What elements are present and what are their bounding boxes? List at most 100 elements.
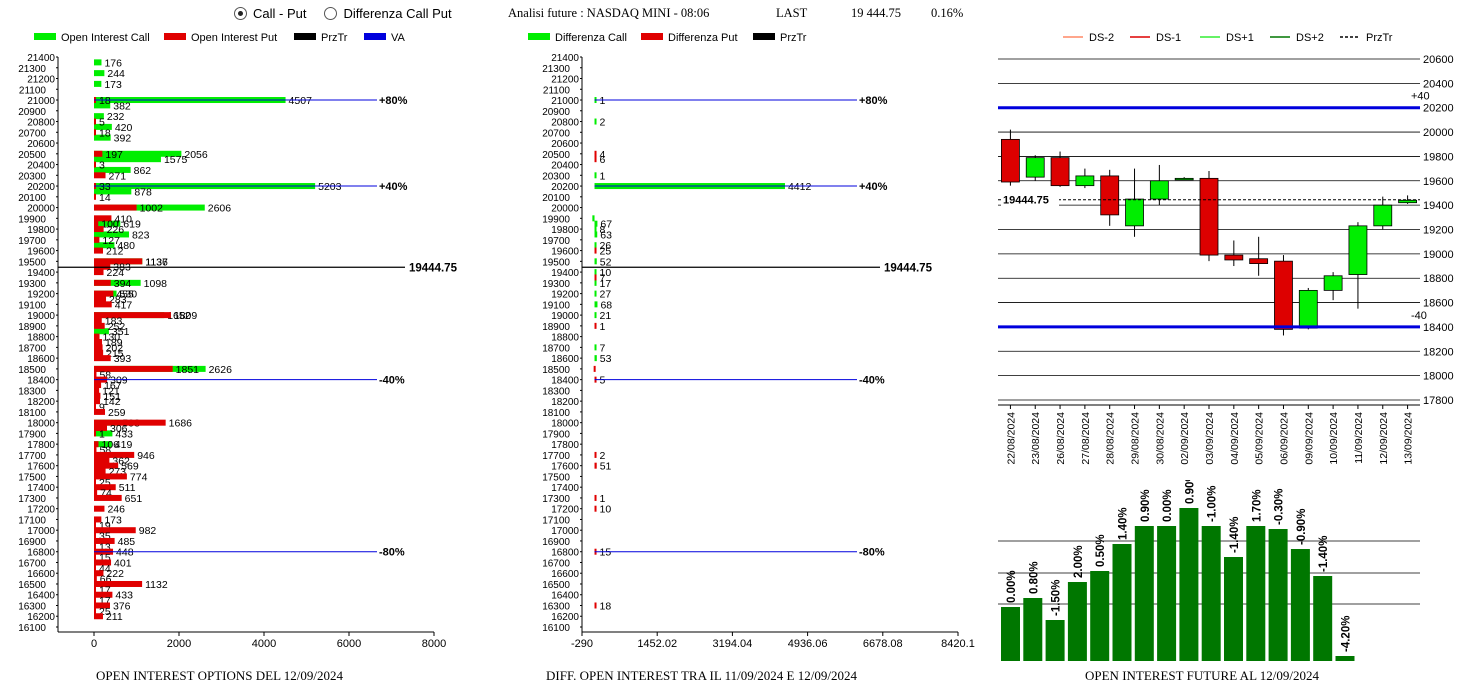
diff-put-value-label: 7: [600, 272, 606, 284]
chart4-title: OPEN INTEREST FUTURE AL 12/09/2024: [1085, 668, 1320, 683]
put-value-label: 1: [99, 428, 105, 440]
oi-future-bar: [1335, 656, 1355, 661]
y-tick-label: 17700: [542, 451, 570, 462]
y-tick-label: 21300: [18, 64, 46, 75]
put-value-label: 1851: [176, 364, 200, 376]
diff-put-bar: [594, 156, 597, 163]
y-tick-label: 18800: [1423, 273, 1454, 285]
put-value-label: 271: [109, 170, 127, 182]
put-value-label: 44: [99, 563, 111, 575]
put-bar: [94, 494, 122, 501]
va-line-label: -40%: [859, 375, 885, 387]
put-bar: [94, 457, 110, 464]
put-bar: [94, 118, 96, 125]
y-tick-label: 19100: [542, 300, 570, 311]
view-mode-radio-group: Call - Put Differenza Call Put: [234, 6, 452, 21]
legend-label: Differenza Call: [555, 32, 627, 44]
put-value-label: 569: [121, 461, 139, 473]
put-bar: [94, 505, 105, 512]
chart2-title: DIFF. OPEN INTEREST TRA IL 11/09/2024 E …: [546, 668, 857, 683]
y-tick-label: 19600: [1423, 176, 1454, 188]
prztr-label: 19444.75: [409, 262, 458, 274]
diff-put-value-label: 1: [600, 321, 606, 333]
put-bar: [94, 554, 96, 561]
x-tick-label: 8000: [422, 638, 446, 650]
put-bar: [94, 193, 96, 200]
y-tick-label: 18100: [18, 408, 46, 419]
put-value-label: 130: [103, 332, 121, 344]
candle-body: [1125, 198, 1144, 227]
y-tick-label: 19600: [27, 247, 55, 258]
put-value-label: 106: [102, 439, 120, 451]
diff-call-value-label: 63: [600, 229, 612, 241]
call-value-label: 419: [115, 439, 133, 451]
call-value-label: 480: [117, 240, 135, 252]
put-bar: [94, 597, 96, 604]
oi-future-value-label: -1.40%: [1229, 517, 1241, 553]
call-bar: [94, 156, 161, 163]
legend-swatch: [164, 33, 186, 40]
diff-call-bar: [594, 355, 597, 362]
y-tick-label: 20900: [542, 107, 570, 118]
put-bar: [94, 462, 119, 469]
put-bar: [94, 521, 96, 528]
oi-future-value-label: -1.00%: [1207, 486, 1219, 522]
legend-label: DS-1: [1156, 32, 1181, 44]
put-value-label: 376: [113, 600, 131, 612]
y-tick-label: 20300: [542, 171, 570, 182]
y-tick-label: 18400: [27, 376, 55, 387]
put-value-label: 1686: [169, 418, 193, 430]
y-tick-label: 18200: [27, 397, 55, 408]
call-bar: [94, 59, 102, 66]
x-tick-label: 1452.02: [637, 638, 677, 650]
put-bar: [94, 226, 104, 233]
call-bar: [94, 328, 109, 335]
open-interest-future-chart: 0.00% 0.80% -1.50% 2.00% 0.50% 1.40% 0.90% 0.00…: [998, 480, 1420, 661]
diff-call-bar: [594, 312, 597, 319]
y-tick-label: 17200: [551, 505, 579, 516]
put-bar: [94, 392, 101, 399]
x-tick-label: 30/08/2024: [1154, 412, 1166, 465]
legend-label: PrzTr: [1366, 32, 1393, 44]
call-value-label: 878: [134, 186, 152, 198]
y-tick-label: 19500: [18, 257, 46, 268]
oi-future-bar: [1090, 571, 1110, 661]
diff-put-bar: [594, 247, 597, 254]
put-value-label: 183: [105, 315, 123, 327]
put-bar: [94, 580, 143, 587]
x-tick-label: 27/08/2024: [1080, 412, 1092, 465]
put-value-label: 189: [105, 337, 123, 349]
y-tick-label: 16800: [551, 548, 579, 559]
put-bar: [94, 570, 104, 577]
diff-call-value-label: 4412: [788, 181, 812, 193]
diff-call-value-label: 7: [600, 342, 606, 354]
y-tick-label: 16500: [542, 580, 570, 591]
put-bar: [94, 317, 102, 324]
candle-body: [1348, 225, 1368, 275]
va-line-label: +80%: [859, 95, 888, 107]
put-value-label: 259: [108, 407, 126, 419]
put-value-label: 246: [107, 504, 125, 516]
put-value-label: 100: [101, 219, 119, 231]
put-bar: [94, 602, 110, 609]
last-value: 19 444.75: [851, 6, 901, 20]
y-tick-label: 17100: [18, 515, 46, 526]
y-tick-label: 21000: [551, 96, 579, 107]
radio-differenza[interactable]: Differenza Call Put: [324, 6, 452, 21]
oi-future-value-label: -4.20%: [1341, 616, 1353, 652]
call-value-label: 619: [123, 219, 141, 231]
put-bar: [94, 301, 112, 308]
y-tick-label: 18100: [542, 408, 570, 419]
put-value-label: 18: [99, 95, 111, 107]
oi-future-bar: [1134, 526, 1154, 661]
legend-swatch: [34, 33, 56, 40]
y-tick-label: 19100: [18, 300, 46, 311]
y-tick-label: 16100: [542, 623, 570, 634]
y-tick-label: 21200: [551, 75, 579, 86]
diff-call-value-label: 2: [600, 117, 606, 129]
radio-call-put[interactable]: Call - Put: [234, 6, 306, 21]
put-value-label: 211: [106, 611, 123, 623]
candle-body: [1075, 175, 1095, 187]
put-value-label: 66: [100, 574, 112, 586]
va-line-label: -40%: [379, 375, 405, 387]
